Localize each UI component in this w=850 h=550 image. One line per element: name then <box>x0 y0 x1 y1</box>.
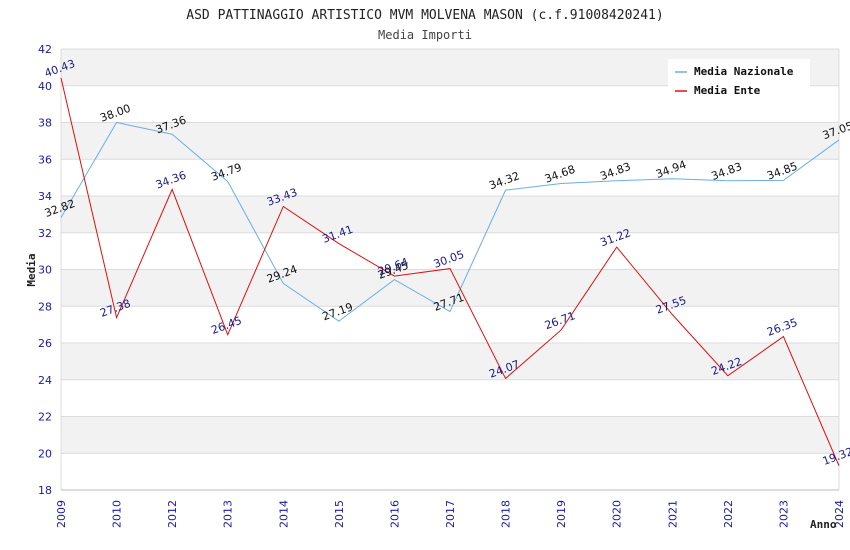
y-tick-label: 24 <box>38 374 52 387</box>
x-tick-label: 2012 <box>166 500 179 528</box>
plot-band <box>61 122 839 160</box>
x-tick-label: 2018 <box>500 500 513 528</box>
data-label: 26.71 <box>543 309 577 332</box>
data-label: 26.35 <box>765 316 799 339</box>
y-tick-label: 30 <box>38 264 52 277</box>
plot-band <box>61 196 839 233</box>
x-tick-label: 2021 <box>666 500 679 528</box>
data-label: 34.85 <box>765 160 799 183</box>
y-tick-label: 40 <box>38 80 52 93</box>
y-tick-label: 38 <box>38 117 52 130</box>
data-label: 34.36 <box>154 169 188 192</box>
data-label: 30.05 <box>432 248 466 271</box>
x-tick-label: 2009 <box>55 500 68 528</box>
chart-subtitle: Media Importi <box>378 28 472 42</box>
x-tick-label: 2019 <box>555 500 568 528</box>
data-label: 34.94 <box>654 158 688 181</box>
y-tick-label: 28 <box>38 300 52 313</box>
x-tick-label: 2023 <box>777 500 790 528</box>
data-label: 34.83 <box>598 160 632 183</box>
y-tick-label: 32 <box>38 227 52 240</box>
x-tick-label: 2015 <box>333 500 346 528</box>
x-tick-label: 2017 <box>444 500 457 528</box>
x-tick-label: 2013 <box>222 500 235 528</box>
y-tick-label: 18 <box>38 484 52 497</box>
data-label: 26.45 <box>209 314 243 337</box>
data-label: 34.83 <box>710 160 744 183</box>
y-tick-label: 26 <box>38 337 52 350</box>
plot-band <box>61 343 839 380</box>
legend: Media Nazionale Media Ente <box>668 59 810 99</box>
data-label: 34.68 <box>543 163 577 186</box>
y-tick-label: 34 <box>38 190 52 203</box>
x-tick-label: 2016 <box>388 500 401 528</box>
plot-band <box>61 416 839 454</box>
y-tick-label: 22 <box>38 411 52 424</box>
legend-label-media-nazionale: Media Nazionale <box>694 65 794 78</box>
y-tick-label: 36 <box>38 153 52 166</box>
chart-title: ASD PATTINAGGIO ARTISTICO MVM MOLVENA MA… <box>186 8 663 23</box>
legend-label-media-ente: Media Ente <box>694 84 761 97</box>
y-tick-label: 42 <box>38 43 52 56</box>
legend-box <box>668 59 810 99</box>
series-line-media-nazionale <box>60 121 840 322</box>
y-axis-ticks: 18 20 22 24 26 28 30 32 34 36 38 40 42 <box>38 43 52 497</box>
series-lines <box>60 77 840 466</box>
x-axis-ticks: 2009 2010 2012 2013 2014 2015 2016 2017 2018 2019… <box>55 500 846 528</box>
x-tick-label: 2020 <box>611 500 624 528</box>
x-tick-label: 2014 <box>277 500 290 528</box>
y-axis-label: Media <box>25 253 38 286</box>
x-tick-label: 2010 <box>111 500 124 528</box>
plot-band <box>61 269 839 307</box>
y-tick-label: 20 <box>38 447 52 460</box>
x-tick-label: 2024 <box>833 500 846 528</box>
x-tick-label: 2022 <box>722 500 735 528</box>
x-axis-label: Anno <box>810 518 837 531</box>
data-label: 38.00 <box>98 102 132 125</box>
data-labels: 32.8238.0037.3634.7929.2427.1929.4527.71… <box>43 57 850 468</box>
series-line-media-ente <box>60 77 840 466</box>
